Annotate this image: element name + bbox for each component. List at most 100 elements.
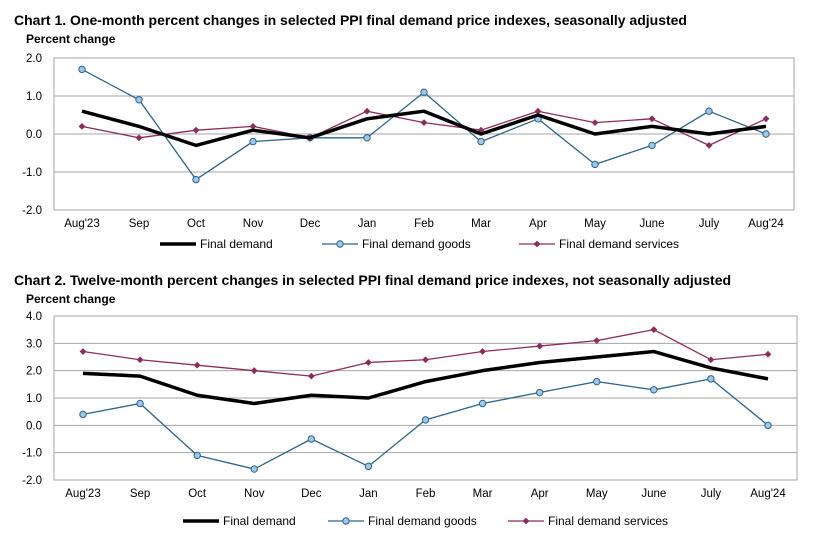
chart1-legend-marker-goods: [336, 240, 344, 248]
chart2-goods-point: [250, 465, 258, 473]
chart1-goods-point: [762, 130, 770, 138]
chart1-services-point: [135, 134, 143, 142]
chart1-xtick-label: Mar: [471, 218, 491, 230]
chart1-legend-label: Final demand: [200, 237, 273, 251]
chart1-xtick-label: May: [584, 218, 606, 230]
chart2-xtick-label: Sep: [130, 488, 150, 500]
chart2-xtick-label: Aug'24: [750, 488, 786, 500]
chart1-xtick-label: Oct: [187, 218, 206, 230]
chart1-series-line-final-demand: [81, 109, 767, 148]
chart2-series-line-final-demand-services: [82, 329, 769, 377]
chart1-xtick-label: June: [640, 218, 665, 230]
chart2-xtick-label: Feb: [416, 488, 436, 500]
chart2-ytick-label: 3.0: [26, 338, 42, 350]
chart2-xtick-label: June: [641, 488, 666, 500]
chart2-goods-point: [136, 399, 144, 408]
chart1-services-point: [363, 107, 371, 115]
chart1-xtick-label: Aug'24: [748, 218, 784, 230]
chart2-ylabel: Percent change: [26, 292, 116, 306]
chart2-goods-point: [364, 462, 373, 471]
chart2-services-point: [707, 356, 715, 364]
chart2-services-point: [307, 372, 315, 380]
chart2-goods-point: [421, 416, 430, 424]
chart1-xtick-label: Nov: [243, 218, 264, 230]
chart2-legend-label: Final demand services: [548, 514, 668, 528]
chart1-services-point: [648, 115, 656, 123]
chart1-plot: 2.0 1.0 0.0 -1.0 -2.0 Aug'23 Sep Oct Nov Dec Jan Fe…: [22, 53, 795, 251]
chart2-services-point: [422, 356, 429, 364]
chart2-legend-label: Final demand goods: [368, 514, 477, 528]
chart1-goods-point: [135, 96, 143, 104]
chart2-services-point: [764, 350, 772, 358]
chart1-services-point: [762, 115, 770, 123]
chart2-series-line-final-demand: [82, 349, 769, 406]
chart2-legend-marker-goods: [342, 517, 350, 525]
chart2-ytick-label: -2.0: [22, 475, 42, 487]
chart1-services-point: [249, 123, 257, 130]
chart1-services-point: [477, 126, 485, 134]
chart1-xtick-label: Apr: [529, 218, 547, 230]
chart2-title: Chart 2. Twelve-month percent changes in…: [14, 272, 732, 288]
chart2-services-point: [536, 342, 544, 350]
chart2-services-point: [193, 361, 201, 369]
chart2-services-point: [79, 348, 87, 355]
chart2-xtick-label: Oct: [188, 488, 207, 500]
chart1-goods-point: [363, 134, 371, 142]
chart2-ytick-label: 4.0: [26, 311, 42, 323]
chart1-title: Chart 1. One-month percent changes in se…: [14, 12, 687, 28]
chart1-goods-point: [420, 88, 428, 96]
chart2-legend-marker-services: [522, 517, 530, 525]
chart1-xtick-label: Sep: [129, 218, 149, 230]
chart2-ytick-label: 2.0: [26, 366, 42, 378]
chart2-xtick-label: Nov: [244, 488, 265, 500]
chart1-services-point: [78, 123, 86, 130]
chart2-ytick-label: 1.0: [26, 393, 42, 405]
chart1-ytick-label: -1.0: [22, 167, 42, 179]
chart1-xtick-label: Dec: [300, 218, 321, 230]
chart2-goods-point: [478, 399, 487, 408]
chart2-services-point: [250, 367, 258, 375]
chart1-xtick-label: Feb: [414, 218, 434, 230]
chart1-ylabel: Percent change: [26, 32, 116, 46]
chart1-ytick-label: -2.0: [22, 205, 42, 217]
chart1-goods-point: [591, 160, 599, 169]
chart1-services-point: [705, 142, 713, 149]
chart1-ytick-label: 1.0: [26, 91, 42, 103]
chart2-xtick-label: Mar: [473, 488, 493, 500]
chart2-xtick-label: Aug'23: [65, 488, 100, 500]
chart2-goods-point: [193, 451, 201, 460]
chart1-goods-point: [249, 137, 257, 146]
chart1-services-point: [534, 107, 542, 115]
chart2-goods-point: [307, 435, 316, 443]
chart1-legend-label: Final demand goods: [362, 237, 471, 251]
chart2-goods-point: [79, 410, 87, 419]
chart2-services-point: [136, 356, 144, 364]
chart2-xtick-label: July: [701, 488, 722, 500]
chart2-goods-point: [764, 421, 772, 430]
chart2-xtick-label: Apr: [531, 488, 549, 500]
chart1-goods-point: [705, 107, 713, 115]
chart2-services-point: [650, 326, 658, 334]
chart2-ytick-label: 0.0: [26, 420, 42, 432]
chart1-legend-label: Final demand services: [559, 237, 679, 251]
chart1-legend-marker-services: [533, 240, 541, 248]
chart2-services-point: [365, 359, 372, 366]
chart1-ytick-label: 2.0: [26, 53, 42, 65]
chart1-xtick-label: July: [699, 218, 720, 230]
chart2-xtick-label: Jan: [359, 488, 378, 500]
chart1-goods-point: [477, 137, 485, 146]
chart1-xtick-label: Aug'23: [64, 218, 99, 230]
chart2-goods-point: [650, 386, 658, 394]
chart2-services-point: [593, 337, 601, 344]
chart2-services-point: [479, 348, 486, 355]
chart1-services-point: [591, 119, 599, 126]
chart2-goods-point: [535, 388, 544, 397]
chart2-plot: 4.0 3.0 2.0 1.0 0.0 -1.0 -2.0 Aug'23 Sep Oct Nov De…: [22, 311, 798, 528]
chart1-services-point: [420, 119, 428, 126]
chart1-goods-point: [648, 141, 656, 150]
chart1-services-point: [192, 126, 200, 134]
chart2-goods-point: [707, 375, 715, 383]
chart1-xtick-label: Jan: [358, 218, 377, 230]
chart1-ytick-label: 0.0: [26, 129, 42, 141]
chart1-goods-point: [192, 175, 200, 184]
